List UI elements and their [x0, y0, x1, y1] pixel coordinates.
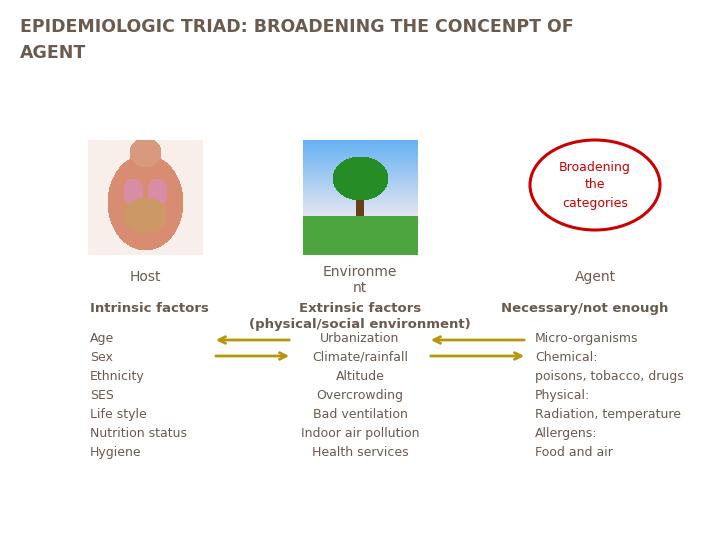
Text: Age
Sex
Ethnicity
SES
Life style
Nutrition status
Hygiene: Age Sex Ethnicity SES Life style Nutriti…	[90, 332, 187, 459]
Text: Micro-organisms
Chemical:
poisons, tobacco, drugs
Physical:
Radiation, temperatu: Micro-organisms Chemical: poisons, tobac…	[535, 332, 684, 459]
Text: Environme
nt: Environme nt	[323, 265, 397, 295]
Text: Agent: Agent	[575, 270, 616, 284]
Text: Broadening
the
categories: Broadening the categories	[559, 160, 631, 210]
Ellipse shape	[530, 140, 660, 230]
Text: Urbanization
Climate/rainfall
Altitude
Overcrowding
Bad ventilation
Indoor air p: Urbanization Climate/rainfall Altitude O…	[301, 332, 419, 459]
Text: EPIDEMIOLOGIC TRIAD: BROADENING THE CONCENPT OF: EPIDEMIOLOGIC TRIAD: BROADENING THE CONC…	[20, 18, 574, 36]
Text: AGENT: AGENT	[20, 44, 86, 62]
Text: Intrinsic factors: Intrinsic factors	[90, 302, 209, 315]
Text: Host: Host	[130, 270, 161, 284]
Text: Necessary/not enough: Necessary/not enough	[501, 302, 669, 315]
Text: Extrinsic factors
(physical/social environment): Extrinsic factors (physical/social envir…	[249, 302, 471, 331]
